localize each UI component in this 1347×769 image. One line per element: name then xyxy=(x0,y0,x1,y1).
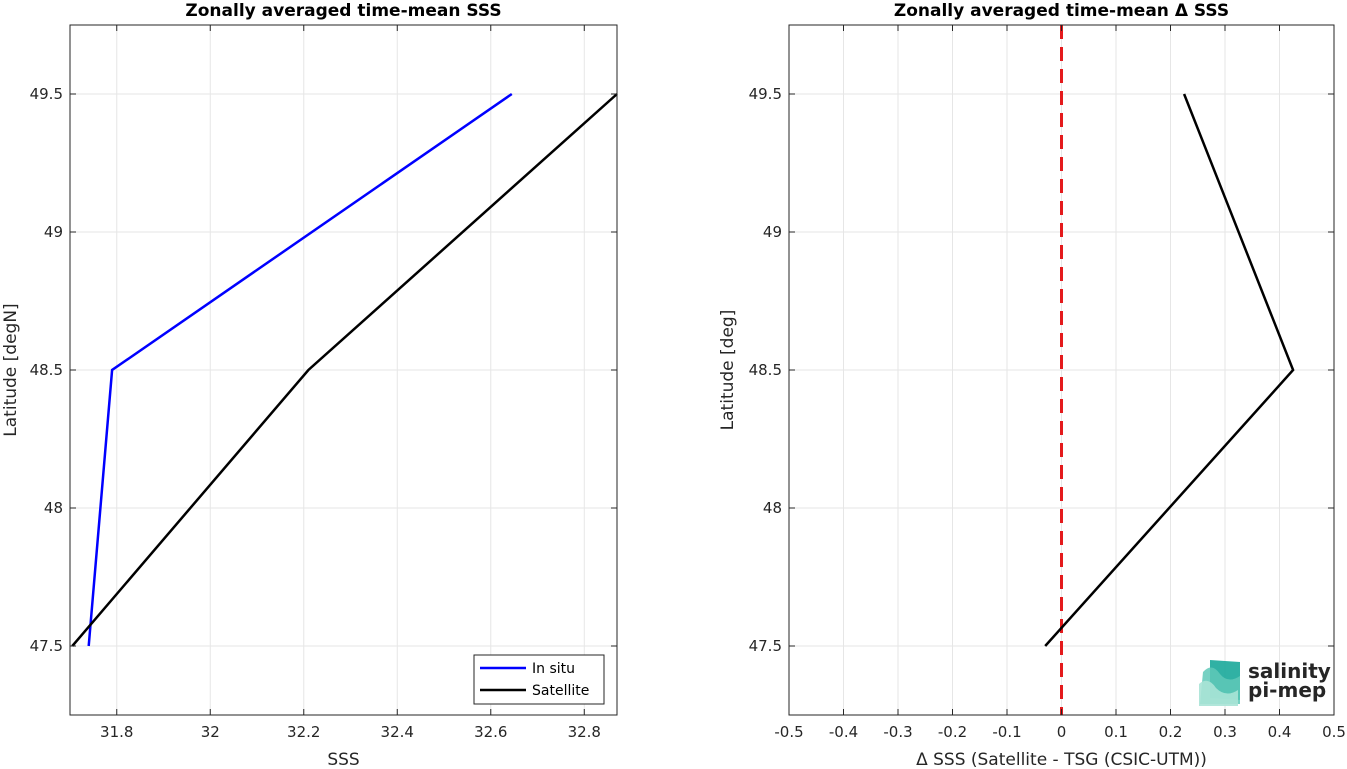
x-tick-label: 32.8 xyxy=(568,723,601,741)
grid xyxy=(70,25,617,715)
x-tick-label: 32.4 xyxy=(381,723,414,741)
sss-panel: 31.8 32 32.2 32.4 32.6 32.8 47.5 48 48.5 49 49.5 Z… xyxy=(1,1,618,769)
x-tick-label: 0.3 xyxy=(1213,723,1237,741)
y-tick-label: 48.5 xyxy=(749,361,782,379)
x-tick-label: -0.3 xyxy=(883,723,912,741)
y-tick-label: 49 xyxy=(44,223,63,241)
ticks: 31.8 32 32.2 32.4 32.6 32.8 47.5 48 48.5 49 49.5 xyxy=(30,25,617,741)
chart-title: Zonally averaged time-mean SSS xyxy=(185,1,501,21)
x-tick-label: 0.1 xyxy=(1104,723,1128,741)
y-tick-label: 48.5 xyxy=(30,361,63,379)
x-tick-label: 32.2 xyxy=(287,723,320,741)
x-tick-label: -0.2 xyxy=(938,723,967,741)
x-tick-label: -0.4 xyxy=(829,723,858,741)
x-axis-label: SSS xyxy=(327,750,359,769)
x-axis-label: Δ SSS (Satellite - TSG (CSIC-UTM)) xyxy=(916,750,1207,769)
series-group xyxy=(71,92,618,647)
x-tick-label: 32.6 xyxy=(474,723,507,741)
y-tick-label: 48 xyxy=(763,499,782,517)
y-tick-label: 47.5 xyxy=(30,637,63,655)
legend-label-in-situ: In situ xyxy=(532,661,575,677)
chart-title: Zonally averaged time-mean Δ SSS xyxy=(894,1,1229,21)
legend: In situ Satellite xyxy=(473,654,605,705)
series-group xyxy=(1044,93,1295,647)
x-tick-label: 32 xyxy=(201,723,220,741)
legend-label-satellite: Satellite xyxy=(532,683,589,699)
y-axis-label: Latitude [degN] xyxy=(1,303,21,436)
satellite-line xyxy=(71,93,618,647)
y-tick-label: 49 xyxy=(763,223,782,241)
y-tick-label: 49.5 xyxy=(749,85,782,103)
x-tick-label: -0.1 xyxy=(992,723,1021,741)
legend-box xyxy=(473,654,605,705)
x-tick-label: 0 xyxy=(1057,723,1067,741)
salinity-pi-mep-logo: salinity pi-mep xyxy=(1199,659,1331,706)
y-tick-label: 49.5 xyxy=(30,85,63,103)
y-axis-label: Latitude [deg] xyxy=(718,310,738,431)
ticks: -0.5 -0.4 -0.3 -0.2 -0.1 0 0.1 0.2 0.3 0.4 0.5 47.5… xyxy=(749,25,1346,741)
y-tick-label: 47.5 xyxy=(749,637,782,655)
logo-line1: salinity xyxy=(1248,659,1331,683)
logo-line2: pi-mep xyxy=(1248,678,1326,702)
x-tick-label: 31.8 xyxy=(100,723,133,741)
x-tick-label: 0.4 xyxy=(1268,723,1292,741)
y-tick-label: 48 xyxy=(44,499,63,517)
x-tick-label: 0.5 xyxy=(1322,723,1346,741)
x-tick-label: -0.5 xyxy=(774,723,803,741)
in-situ-line xyxy=(87,92,513,647)
delta-sss-panel: -0.5 -0.4 -0.3 -0.2 -0.1 0 0.1 0.2 0.3 0.4 0.5 47.5… xyxy=(718,1,1346,769)
x-tick-label: 0.2 xyxy=(1159,723,1183,741)
delta-sss-line xyxy=(1044,93,1295,647)
